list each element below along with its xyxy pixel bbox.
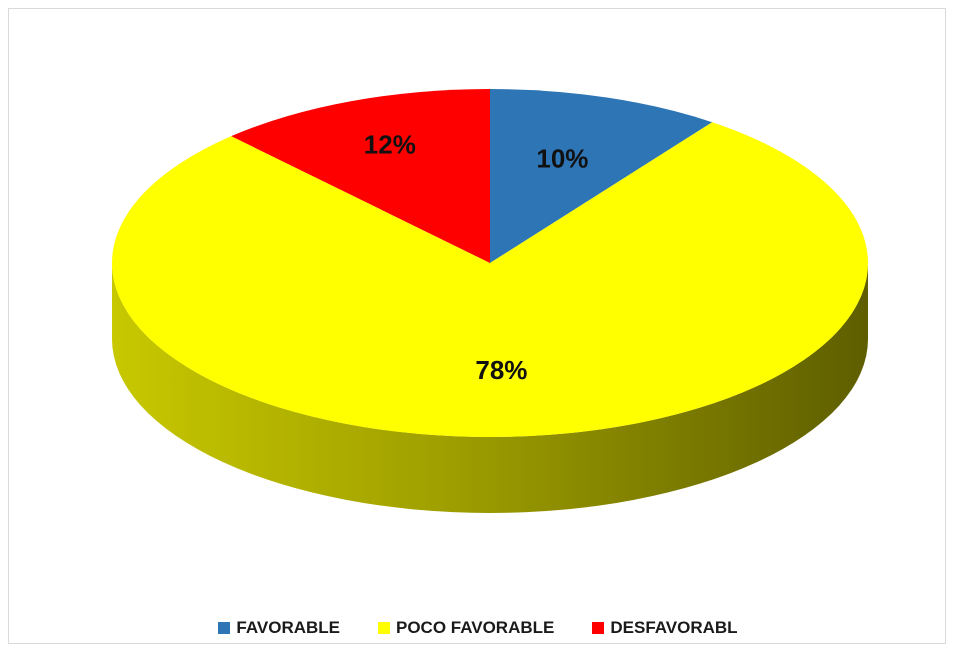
pie-sides (112, 263, 868, 513)
pie-slice-favorable (490, 89, 713, 263)
pie-data-labels: 10% 78% 12% (364, 129, 589, 385)
legend-item-poco-favorable: POCO FAVORABLE (378, 618, 554, 638)
legend-item-desfavorable: DESFAVORABL (592, 618, 738, 638)
pie-side-poco-favorable (112, 263, 868, 513)
data-label-desfavorable: 12% (364, 129, 416, 159)
legend-swatch-desfavorable (592, 622, 605, 634)
legend-label-favorable: FAVORABLE (236, 618, 340, 637)
pie-slice-poco-favorable (112, 122, 869, 437)
legend-item-favorable: FAVORABLE (218, 618, 340, 638)
data-label-favorable: 10% (536, 143, 588, 173)
legend-swatch-poco-favorable (378, 622, 390, 634)
chart-area: 10% 78% 12% FAVORABLE POCO FAVORABLE DESFA… (8, 8, 946, 644)
pie-slices (112, 89, 869, 437)
pie-chart: 10% 78% 12% (112, 89, 869, 513)
pie-slice-desfavorable (231, 89, 491, 263)
legend-label-poco-favorable: POCO FAVORABLE (396, 618, 555, 637)
chart-legend: FAVORABLE POCO FAVORABLE DESFAVORABL (9, 618, 947, 638)
legend-label-desfavorable: DESFAVORABL (610, 618, 738, 637)
data-label-poco-favorable: 78% (475, 355, 527, 385)
legend-swatch-favorable (218, 622, 231, 634)
